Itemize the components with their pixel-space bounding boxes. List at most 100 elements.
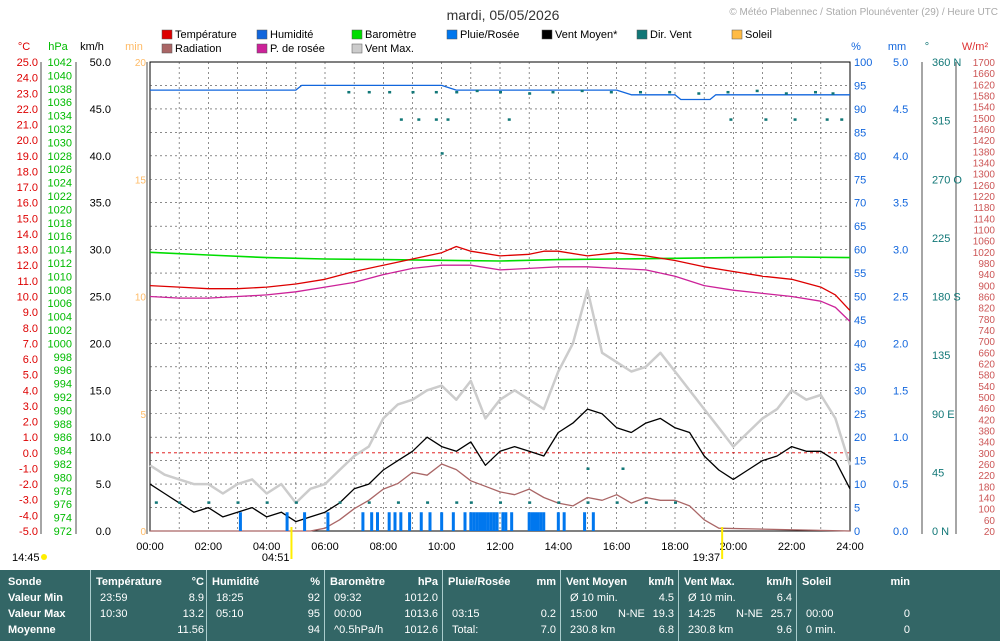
rain-bar	[481, 512, 484, 531]
summary-cell-value: 94	[307, 624, 320, 636]
wind-direction-point	[469, 501, 473, 504]
tick-label-baro: 1038	[48, 84, 72, 96]
axis-unit-temp: °C	[18, 41, 30, 53]
rain-bar	[495, 512, 499, 531]
summary-cell-value: 1012.0	[404, 592, 438, 604]
legend-label: Dir. Vent	[650, 29, 692, 41]
summary-cell-dir: N-NE	[618, 608, 645, 620]
tick-label-wind: 5.0	[96, 479, 111, 491]
tick-label-baro: 1016	[48, 231, 72, 243]
tick-label-baro: 1022	[48, 191, 72, 203]
summary-row-label: Valeur Min	[8, 592, 64, 604]
tick-label-rad: 1100	[973, 226, 995, 237]
summary-cell-time: 15:00	[570, 608, 598, 620]
legend-label: P. de rosée	[270, 43, 325, 55]
tick-label-rad: 1020	[973, 248, 996, 259]
summary-separator	[206, 570, 207, 641]
tick-label-rad: 740	[978, 326, 995, 337]
summary-col-title: Baromètre	[330, 576, 386, 588]
axis-unit-mm: mm	[888, 41, 906, 53]
tick-label-rad: 580	[978, 371, 995, 382]
wind-direction-point	[367, 501, 371, 504]
tick-label-baro: 1018	[48, 218, 72, 230]
legend-swatch	[351, 43, 363, 54]
wind-direction-point	[615, 501, 619, 504]
wind-direction-point	[825, 118, 829, 121]
tick-label-x: 10:00	[428, 541, 456, 553]
wind-direction-point	[178, 501, 182, 504]
tick-label-wind: 40.0	[90, 151, 111, 163]
rain-bar	[463, 512, 467, 531]
tick-label-temp: 14.0	[17, 229, 38, 241]
tick-label-dir: 315	[932, 116, 950, 128]
wind-direction-point	[726, 90, 730, 94]
axis-unit-dir: °	[925, 41, 929, 53]
tick-label-baro: 1006	[48, 298, 72, 310]
legend-label: Pluie/Rosée	[460, 29, 519, 41]
tick-label-baro: 990	[54, 405, 72, 417]
rain-bar	[562, 512, 566, 531]
tick-label-baro: 1008	[48, 285, 72, 297]
summary-separator	[560, 570, 561, 641]
tick-label-hum: 20	[854, 432, 866, 444]
summary-cell-time: 230.8 km	[688, 624, 734, 636]
legend-swatch	[161, 29, 173, 40]
tick-label-baro: 980	[54, 472, 72, 484]
tick-label-rad: 900	[978, 281, 995, 292]
tick-label-temp: -3.0	[19, 495, 38, 507]
tick-label-baro: 1012	[48, 258, 72, 270]
legend-swatch	[731, 29, 743, 40]
tick-label-temp: -1.0	[19, 463, 38, 475]
tick-label-mm: 0.0	[893, 526, 908, 538]
legend-swatch	[636, 29, 648, 40]
rain-bar	[504, 512, 508, 531]
summary-cell-time: Ø 10 min.	[570, 592, 618, 604]
summary-cell-time: 0 min.	[806, 624, 836, 636]
tick-label-hum: 25	[854, 409, 866, 421]
wind-direction-point	[840, 118, 844, 121]
tick-label-x: 24:00	[836, 541, 864, 553]
wind-direction-point	[265, 501, 269, 504]
tick-label-temp: 15.0	[17, 213, 38, 225]
wind-direction-point	[499, 501, 502, 504]
wind-direction-point	[586, 467, 590, 470]
summary-cell-value: 7.0	[540, 624, 556, 636]
tick-label-x: 00:00	[136, 541, 164, 553]
wind-direction-point	[729, 118, 733, 121]
wind-direction-point	[793, 118, 797, 121]
wind-direction-point	[434, 118, 438, 121]
tick-label-temp: 22.0	[17, 104, 38, 116]
tick-label-dir: 0 N	[932, 526, 949, 538]
rain-bar	[583, 512, 587, 531]
summary-col-unit: °C	[191, 576, 204, 588]
tick-label-temp: 7.0	[23, 338, 38, 350]
rain-bar	[440, 512, 444, 531]
series-line	[149, 251, 851, 262]
tick-label-temp: 3.0	[23, 401, 38, 413]
legend-label: Humidité	[270, 29, 313, 41]
legend-swatch	[446, 29, 458, 40]
tick-label-temp: 17.0	[17, 182, 38, 194]
tick-label-rad: 100	[978, 505, 995, 516]
tick-label-mm: 4.0	[893, 151, 908, 163]
tick-label-dir: 180 S	[932, 292, 961, 304]
rain-bar	[478, 512, 482, 531]
tick-label-hum: 15	[854, 456, 866, 468]
tick-label-hum: 90	[854, 104, 866, 116]
summary-cell-time: 00:00	[806, 608, 834, 620]
summary-cell-dir: N-NE	[736, 608, 763, 620]
rain-bar	[591, 512, 595, 531]
tick-label-rad: 540	[978, 382, 995, 393]
tick-label-rad: 20	[984, 527, 996, 538]
tick-label-baro: 1004	[48, 312, 72, 324]
wind-direction-point	[399, 118, 403, 121]
tick-label-mm: 1.0	[893, 432, 908, 444]
wind-direction-point	[367, 90, 371, 94]
wind-direction-point	[440, 152, 444, 155]
legend-swatch	[351, 29, 363, 40]
summary-col-unit: %	[310, 576, 320, 588]
tick-label-rad: 1380	[973, 147, 996, 158]
wind-direction-point	[455, 90, 459, 94]
wind-direction-point	[668, 90, 672, 94]
axis-unit-wind: km/h	[80, 41, 104, 53]
